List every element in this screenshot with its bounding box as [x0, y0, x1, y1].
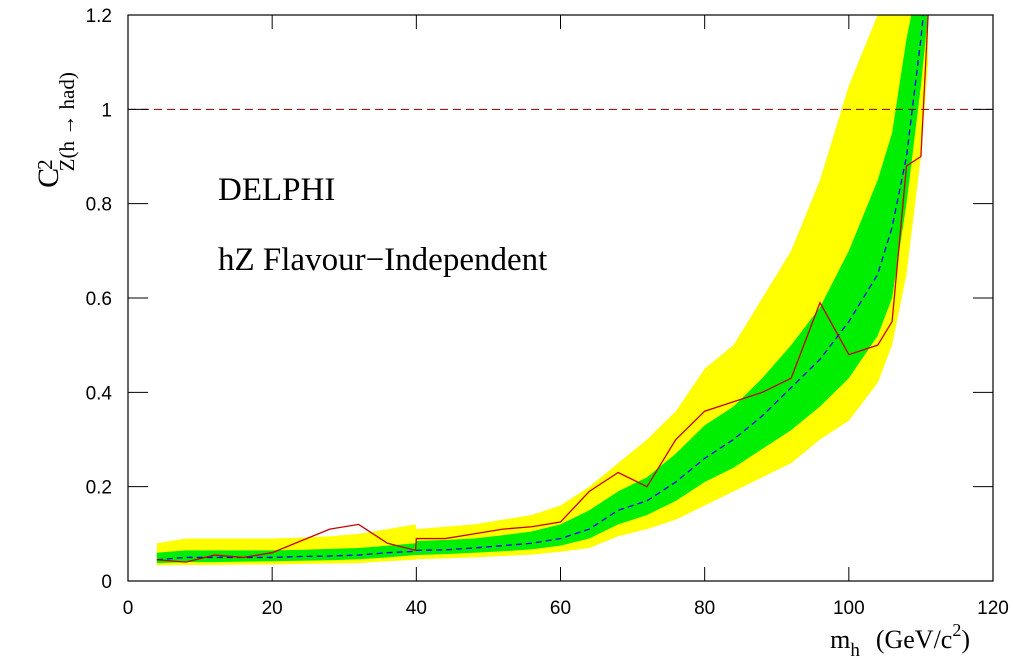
- x-tick-label: 100: [833, 598, 865, 619]
- x-tick-label: 120: [977, 598, 1009, 619]
- x-tick-label: 20: [262, 598, 283, 619]
- x-axis-label: mh (GeV/c2): [830, 620, 970, 661]
- x-label-sub: h: [850, 640, 860, 661]
- observed-line: [156, 15, 929, 563]
- x-tick-label: 60: [550, 598, 571, 619]
- y-tick-label: 0.8: [86, 195, 112, 216]
- y-label-sub: Z(h → had): [55, 72, 79, 171]
- x-label-unit-sup: 2: [952, 620, 961, 640]
- y-label-sup: 2: [33, 159, 57, 170]
- band: [156, 15, 929, 566]
- band: [156, 15, 929, 564]
- x-tick-label: 40: [406, 598, 427, 619]
- plot-area: [128, 15, 993, 566]
- y-axis-label: C2Z(h → had): [32, 72, 79, 188]
- expected-line: [156, 15, 924, 561]
- x-tick-label: 80: [694, 598, 715, 619]
- y-tick-label: 1.2: [86, 6, 112, 27]
- x-label-unit: (GeV/c: [876, 625, 953, 654]
- annotation: DELPHI: [218, 172, 335, 208]
- y-tick-label: 1: [101, 100, 112, 121]
- y-label-main: C: [32, 168, 65, 188]
- y-tick-label: 0.4: [86, 383, 113, 404]
- x-label-unit-end: ): [961, 625, 970, 654]
- y-tick-label: 0: [101, 572, 112, 593]
- x-label-main: m: [830, 625, 850, 654]
- y-tick-label: 0.2: [86, 478, 112, 499]
- y-tick-label: 0.6: [86, 289, 112, 310]
- annotation: hZ Flavour−Independent: [218, 242, 547, 278]
- x-tick-label: 0: [123, 598, 134, 619]
